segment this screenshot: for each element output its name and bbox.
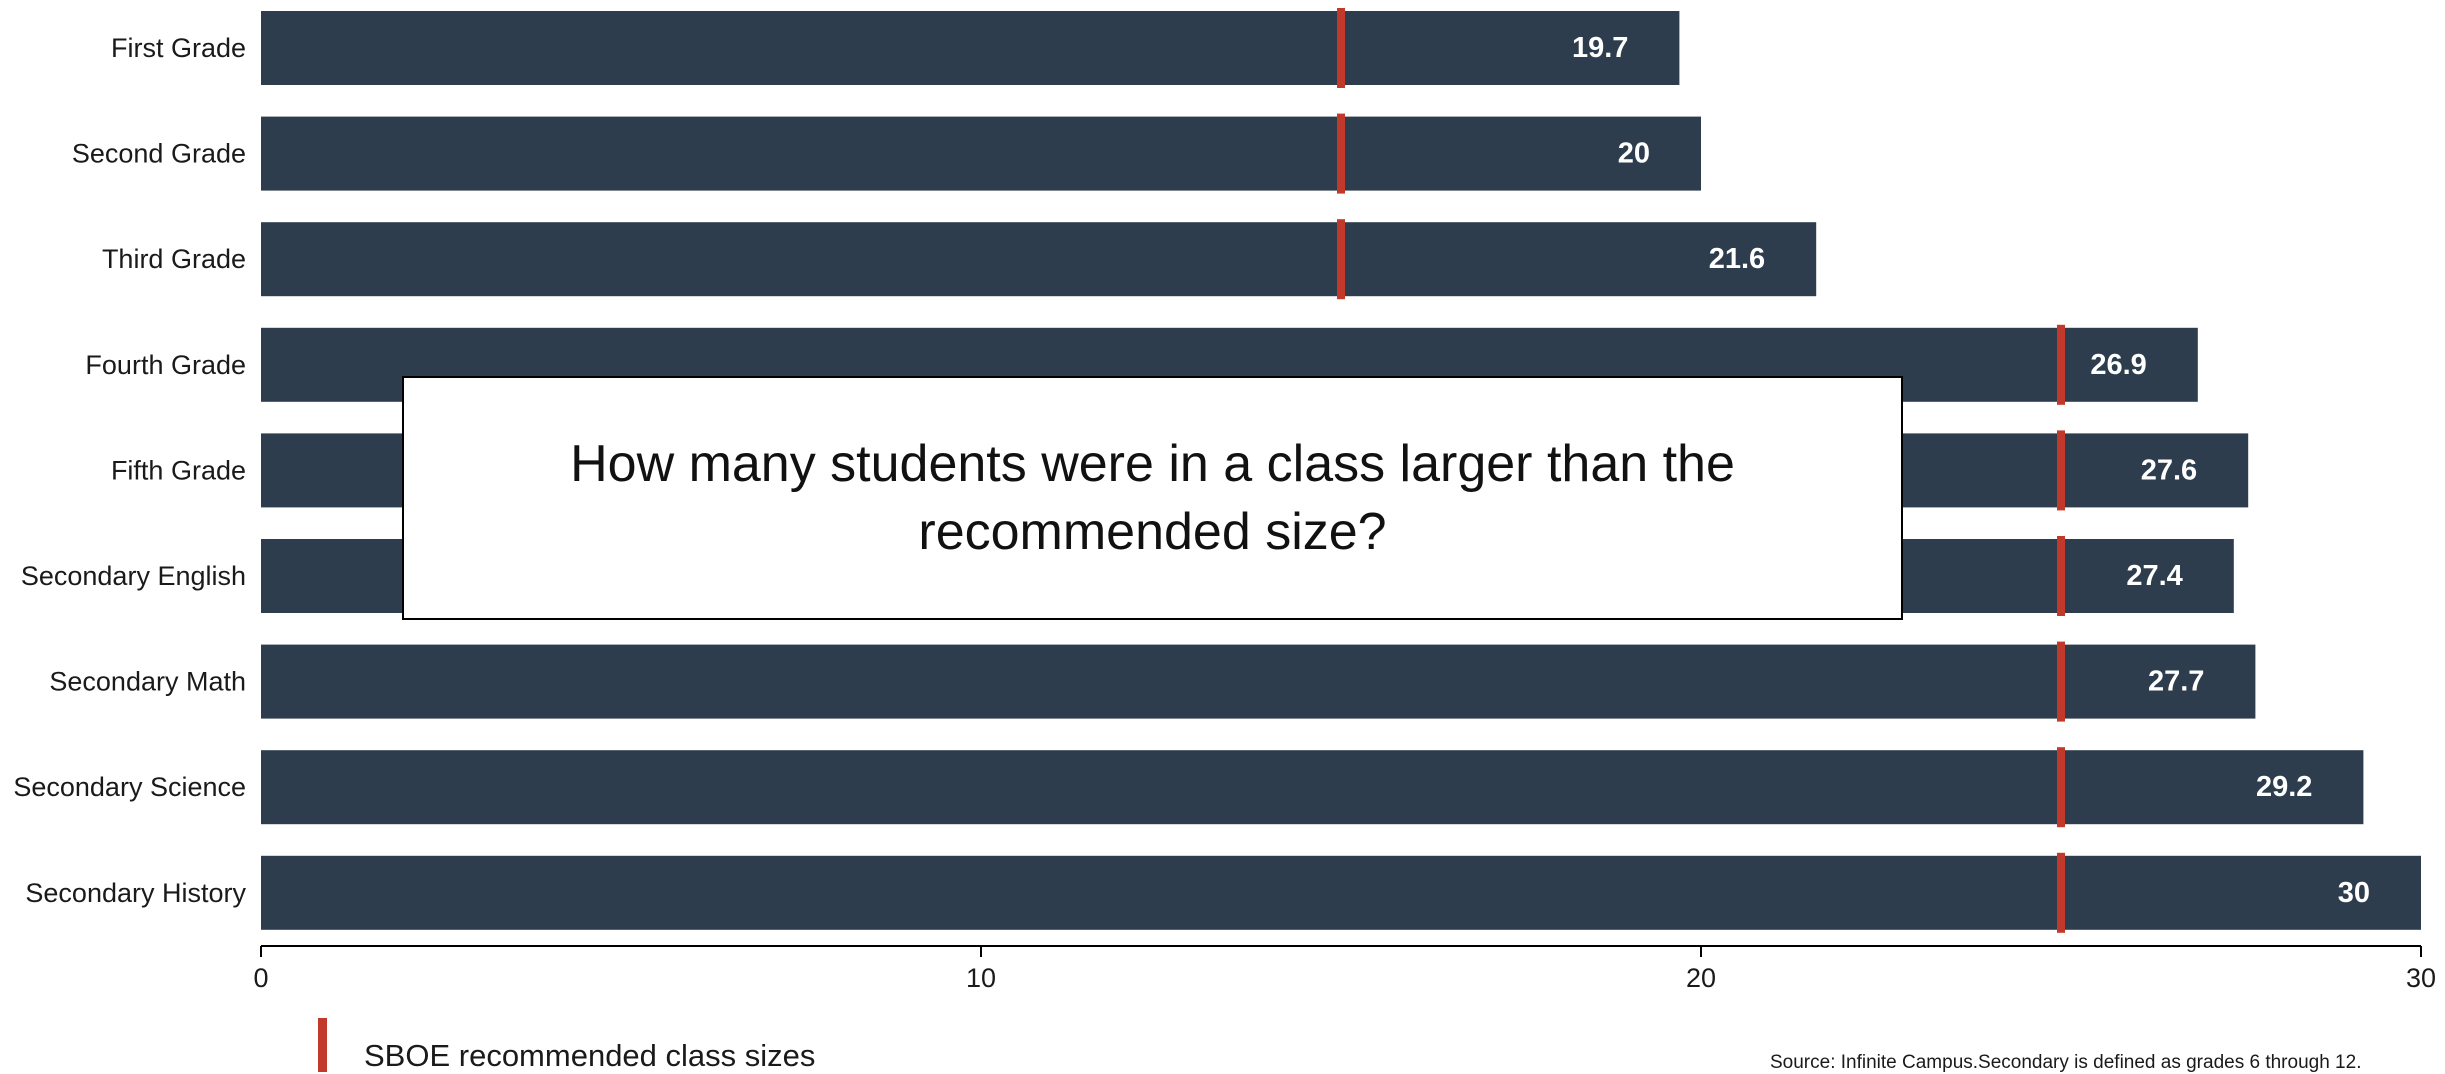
data-label: 21.6 <box>1709 243 1765 275</box>
category-label: Secondary Math <box>49 667 246 697</box>
category-label: Secondary History <box>25 878 246 908</box>
category-label: Fourth Grade <box>85 350 246 380</box>
data-label: 27.6 <box>2141 454 2197 486</box>
category-label: Secondary English <box>21 561 246 591</box>
x-tick-label: 0 <box>253 963 268 993</box>
legend: SBOE recommended class sizes <box>318 1018 816 1073</box>
bar <box>261 222 1817 297</box>
recommended-size-marker <box>2057 852 2065 933</box>
recommended-markers-layer <box>1337 8 2065 933</box>
recommended-size-marker <box>2057 641 2065 722</box>
x-axis: 0 10 20 30 <box>253 945 2436 993</box>
labels-layer: First Grade 19.7 Second Grade 20 Third Grade… <box>13 32 2370 909</box>
recommended-size-marker <box>2057 324 2065 405</box>
recommended-size-marker <box>2057 430 2065 511</box>
category-label: Fifth Grade <box>111 455 246 485</box>
category-label: Third Grade <box>102 244 246 274</box>
bar <box>261 11 1680 85</box>
recommended-size-marker <box>1337 219 1345 300</box>
question-text: How many students were in a class larger… <box>570 435 1735 561</box>
category-label: Second Grade <box>72 139 246 169</box>
x-tick-label: 30 <box>2406 963 2436 993</box>
category-label: Secondary Science <box>13 772 246 802</box>
question-overlay: How many students were in a class larger… <box>402 376 1903 620</box>
legend-label: SBOE recommended class sizes <box>364 1038 816 1073</box>
recommended-size-marker <box>1337 113 1345 194</box>
category-label: First Grade <box>111 33 246 63</box>
legend-marker-swatch <box>318 1018 327 1072</box>
recommended-size-marker <box>2057 747 2065 828</box>
recommended-size-marker <box>2057 536 2065 616</box>
recommended-size-marker <box>1337 8 1345 88</box>
x-tick-label: 20 <box>1686 963 1716 993</box>
data-label: 29.2 <box>2256 771 2312 803</box>
source-note: Source: Infinite Campus.Secondary is def… <box>1770 1052 2362 1073</box>
bar <box>261 116 1701 191</box>
bar <box>261 644 2256 719</box>
data-label: 19.7 <box>1572 32 1628 64</box>
bar <box>261 750 2364 825</box>
data-label: 20 <box>1618 138 1650 170</box>
bar <box>261 855 2421 930</box>
data-label: 26.9 <box>2090 349 2146 381</box>
data-label: 27.7 <box>2148 666 2204 698</box>
x-tick-label: 10 <box>966 963 996 993</box>
data-label: 30 <box>2338 877 2370 909</box>
data-label: 27.4 <box>2126 560 2182 592</box>
